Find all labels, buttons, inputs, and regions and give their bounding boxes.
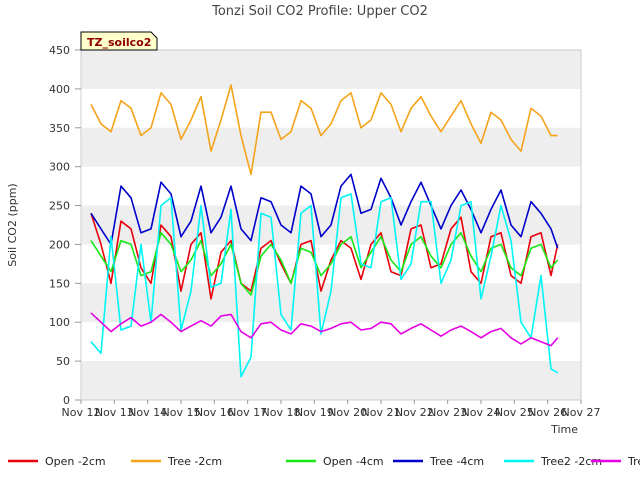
watermark-label: TZ_soilco2 xyxy=(87,36,151,49)
y-tick-label: 0 xyxy=(63,394,70,407)
x-tick-label: Nov 19 xyxy=(295,406,334,419)
legend-label: Tree -4cm xyxy=(429,455,484,468)
y-tick-label: 250 xyxy=(49,200,70,213)
y-tick-label: 150 xyxy=(49,277,70,290)
x-tick-label: Nov 27 xyxy=(562,406,601,419)
series-line xyxy=(90,193,559,378)
legend-label: Tree2 -2cm xyxy=(540,455,602,468)
x-tick-label: Nov 13 xyxy=(95,406,134,419)
series-line xyxy=(90,173,559,249)
legend-label: Open -2cm xyxy=(45,455,106,468)
plot-area xyxy=(80,49,582,401)
y-tick-label: 200 xyxy=(49,238,70,251)
x-tick-label: Nov 12 xyxy=(62,406,101,419)
x-tick-label: Nov 22 xyxy=(395,406,434,419)
x-tick-label: Nov 20 xyxy=(328,406,367,419)
watermark-badge: TZ_soilco2 xyxy=(80,31,158,51)
y-tick-label: 50 xyxy=(56,355,70,368)
chart-title: Tonzi Soil CO2 Profile: Upper CO2 xyxy=(211,4,428,19)
x-tick-label: Nov 16 xyxy=(195,406,234,419)
series-line xyxy=(90,232,559,296)
series-line xyxy=(90,213,559,300)
grid-band xyxy=(81,127,581,167)
series-line xyxy=(90,312,559,347)
x-tick-label: Nov 18 xyxy=(262,406,301,419)
x-tick-label: Nov 21 xyxy=(362,406,401,419)
x-tick-label: Nov 26 xyxy=(528,406,567,419)
grid-band xyxy=(81,361,581,400)
legend-label: Tree2 - 4cm xyxy=(627,455,640,468)
x-tick-label: Nov 14 xyxy=(128,406,167,419)
x-tick-label: Nov 15 xyxy=(162,406,201,419)
y-tick-label: 300 xyxy=(49,161,70,174)
plot-bands xyxy=(81,50,581,400)
x-tick-label: Nov 24 xyxy=(462,406,501,419)
y-tick-label: 100 xyxy=(49,316,70,329)
legend-label: Tree -2cm xyxy=(167,455,222,468)
x-tick-label: Nov 25 xyxy=(495,406,534,419)
grid-band xyxy=(81,50,581,89)
y-tick-label: 350 xyxy=(49,122,70,135)
y-axis: 0 50 100 150 200 250 300 350 400 450 xyxy=(49,44,81,407)
x-axis-label: Time xyxy=(550,423,578,436)
legend: Open -2cm Tree -2cm Open -4cm Tree -4cm Tree… xyxy=(8,455,640,468)
y-tick-label: 450 xyxy=(49,44,70,57)
y-tick-label: 400 xyxy=(49,83,70,96)
x-tick-label: Nov 17 xyxy=(228,406,267,419)
legend-label: Open -4cm xyxy=(323,455,384,468)
series-lines xyxy=(90,84,559,378)
y-axis-label: Soil CO2 (ppm) xyxy=(6,183,19,266)
x-tick-label: Nov 23 xyxy=(428,406,467,419)
series-line xyxy=(90,84,558,176)
